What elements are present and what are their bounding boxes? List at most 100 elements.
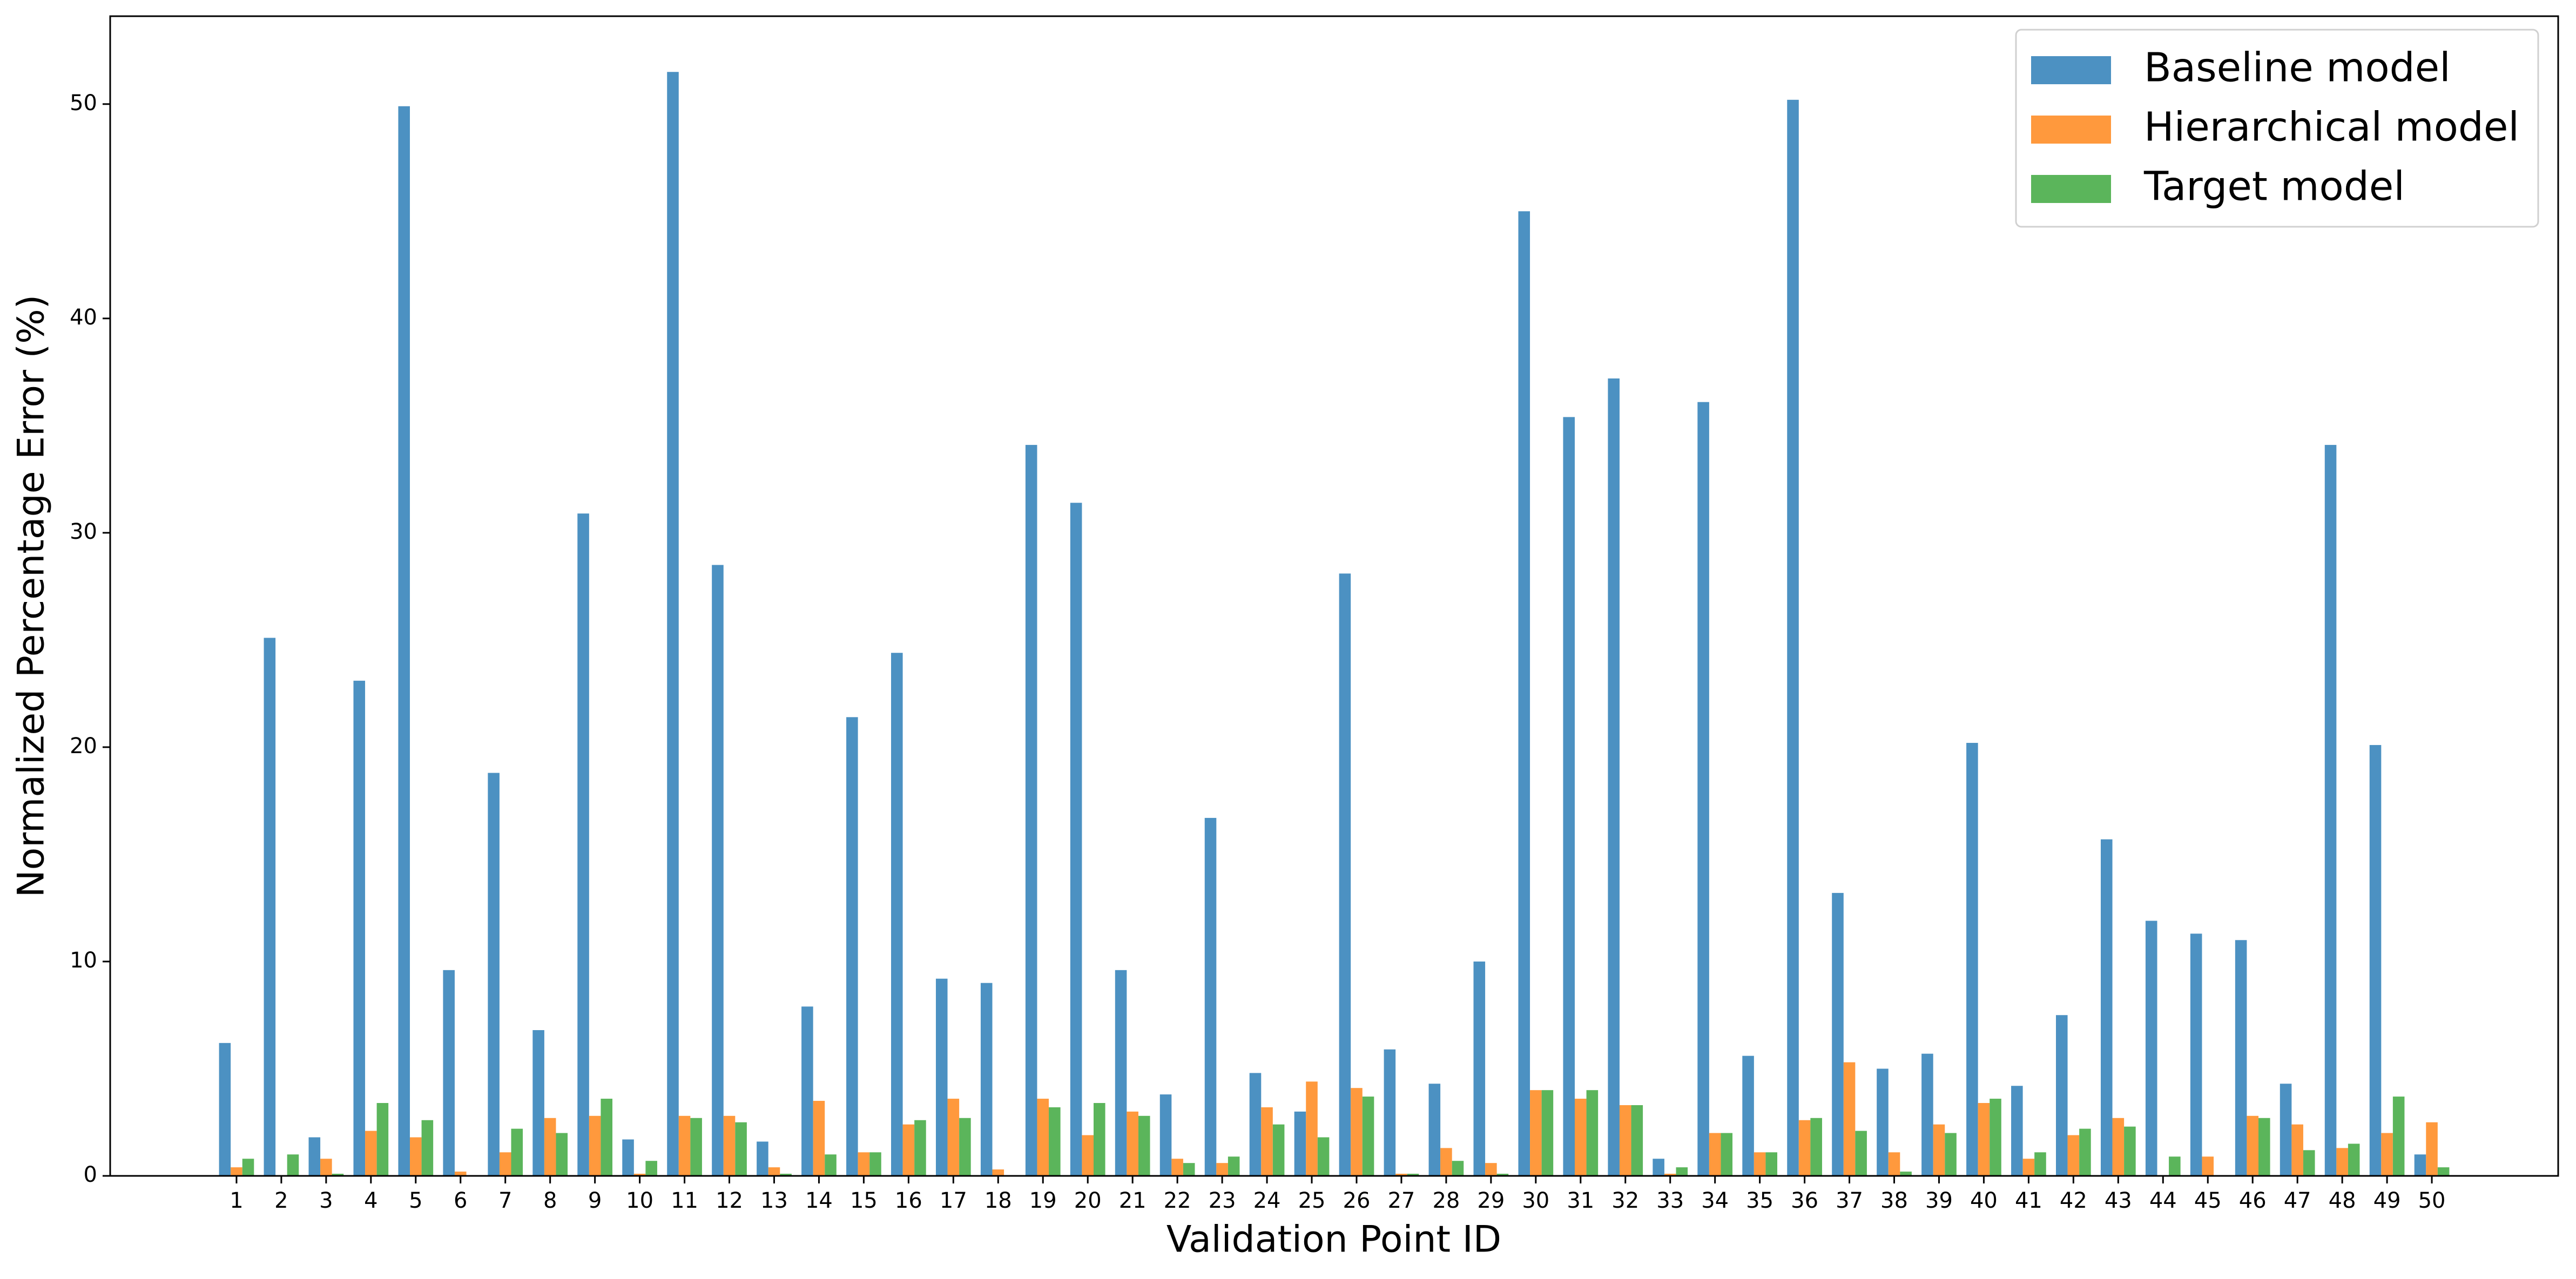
- x-tick-label: 17: [940, 1188, 967, 1213]
- bar: [1541, 1090, 1554, 1176]
- y-axis-label: Normalized Percentage Error (%): [10, 295, 53, 897]
- x-tick-label: 7: [498, 1188, 512, 1213]
- bar: [1452, 1161, 1464, 1176]
- bar: [1843, 1062, 1856, 1176]
- bar: [1037, 1099, 1049, 1176]
- bar: [1978, 1103, 1990, 1176]
- bar: [1407, 1174, 1419, 1176]
- bar: [1485, 1163, 1497, 1176]
- bar: [1496, 1174, 1509, 1176]
- bar: [2145, 921, 2157, 1176]
- bar: [1317, 1137, 1330, 1176]
- bar: [1900, 1172, 1912, 1176]
- legend-label: Hierarchical model: [2144, 104, 2519, 151]
- bar: [421, 1120, 434, 1176]
- x-tick-label: 5: [409, 1188, 422, 1213]
- x-tick-label: 41: [2015, 1188, 2042, 1213]
- bar: [780, 1174, 792, 1176]
- x-tick-label: 33: [1656, 1188, 1684, 1213]
- bar: [2112, 1118, 2125, 1176]
- bar: [633, 1174, 646, 1176]
- x-tick-label: 47: [2284, 1188, 2311, 1213]
- x-tick-label: 12: [716, 1188, 743, 1213]
- bar: [1664, 1174, 1676, 1176]
- bar: [2202, 1156, 2214, 1176]
- x-tick-label: 32: [1611, 1188, 1639, 1213]
- x-tick-label: 24: [1253, 1188, 1281, 1213]
- bar: [1754, 1152, 1766, 1176]
- bar: [443, 970, 455, 1176]
- bar: [1159, 1094, 1172, 1176]
- legend-label: Target model: [2143, 164, 2405, 210]
- x-tick-label: 22: [1164, 1188, 1191, 1213]
- bar: [577, 513, 589, 1176]
- x-tick-label: 43: [2105, 1188, 2132, 1213]
- bar: [902, 1124, 915, 1176]
- bar: [532, 1030, 544, 1176]
- bar: [2369, 745, 2382, 1176]
- bar: [454, 1172, 467, 1176]
- bar: [219, 1043, 231, 1176]
- bar: [2022, 1159, 2035, 1176]
- plot-frame: [109, 15, 2559, 1177]
- bar: [2056, 1015, 2068, 1176]
- bar: [499, 1152, 511, 1176]
- bar: [813, 1101, 825, 1176]
- bar: [1249, 1073, 1262, 1176]
- bar: [2190, 933, 2202, 1176]
- bar: [1082, 1135, 1094, 1176]
- bar: [601, 1099, 612, 1176]
- bar: [2426, 1122, 2438, 1176]
- bar: [735, 1122, 747, 1176]
- bar: [1306, 1081, 1318, 1176]
- bar: [1384, 1049, 1396, 1176]
- bar: [1608, 378, 1620, 1176]
- x-tick-label: 49: [2373, 1188, 2401, 1213]
- bar: [1742, 1055, 1754, 1176]
- bar: [376, 1103, 389, 1176]
- bar: [1025, 445, 1037, 1176]
- x-tick-label: 50: [2418, 1188, 2446, 1213]
- bar: [1115, 970, 1127, 1176]
- bar: [2034, 1152, 2046, 1176]
- bar: [914, 1120, 926, 1176]
- x-tick-label: 46: [2239, 1188, 2267, 1213]
- bar: [2348, 1143, 2360, 1176]
- bar: [645, 1161, 657, 1176]
- x-tick-label: 42: [2060, 1188, 2087, 1213]
- bar: [2336, 1148, 2348, 1176]
- x-tick-label: 39: [1925, 1188, 1953, 1213]
- bar: [891, 653, 903, 1176]
- x-tick-label: 2: [274, 1188, 288, 1213]
- bar: [1810, 1118, 1822, 1176]
- bar: [757, 1141, 768, 1176]
- bar: [1339, 573, 1351, 1176]
- bar: [2011, 1086, 2023, 1176]
- legend-label: Baseline model: [2144, 45, 2451, 91]
- bar: [992, 1169, 1004, 1176]
- bar: [2247, 1115, 2258, 1176]
- bar: [667, 72, 679, 1176]
- x-tick-label: 38: [1880, 1188, 1908, 1213]
- bar: [2437, 1167, 2450, 1176]
- x-tick-label: 15: [850, 1188, 878, 1213]
- bar: [1049, 1107, 1061, 1176]
- bar: [2303, 1150, 2315, 1176]
- bar: [2169, 1156, 2181, 1176]
- bar: [1216, 1163, 1228, 1176]
- x-tick-label: 44: [2149, 1188, 2177, 1213]
- x-tick-label: 30: [1522, 1188, 1549, 1213]
- bar: [1362, 1097, 1374, 1176]
- bar: [935, 978, 948, 1176]
- y-tick-label: 40: [70, 305, 97, 330]
- bar: [589, 1115, 601, 1176]
- bar: [2100, 839, 2113, 1176]
- x-tick-label: 4: [364, 1188, 377, 1213]
- x-tick-label: 23: [1209, 1188, 1236, 1213]
- bar: [410, 1137, 422, 1176]
- y-tick-label: 30: [70, 519, 97, 544]
- x-tick-label: 8: [543, 1188, 557, 1213]
- y-tick-label: 10: [70, 948, 97, 973]
- x-tick-label: 37: [1836, 1188, 1863, 1213]
- x-tick-label: 11: [671, 1188, 698, 1213]
